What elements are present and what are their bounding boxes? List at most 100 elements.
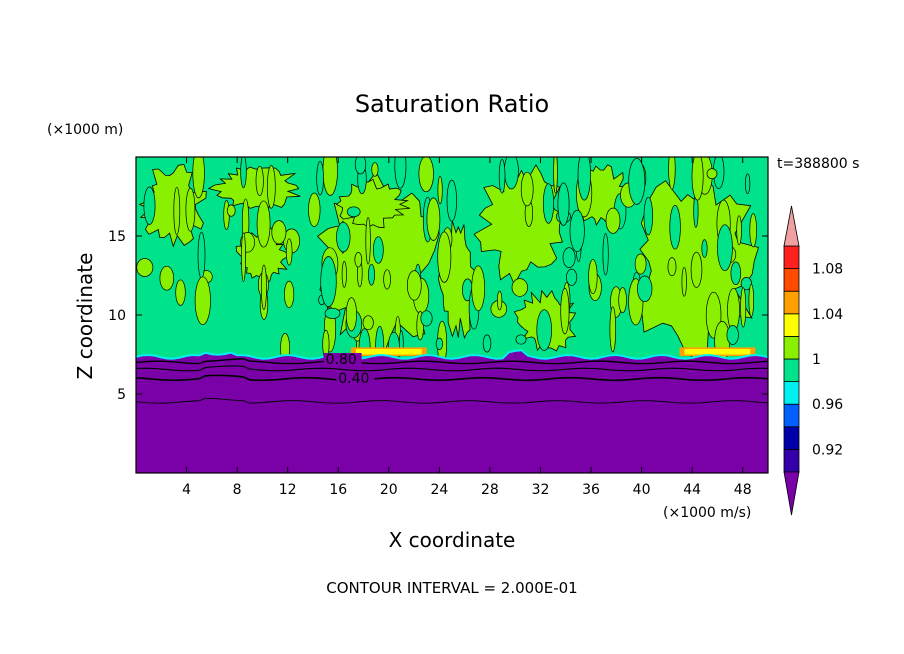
texture-blob xyxy=(498,159,506,194)
texture-blob xyxy=(560,288,570,335)
texture-blob xyxy=(667,257,677,277)
colorbar-tick-label: 0.92 xyxy=(812,442,843,458)
texture-blob xyxy=(643,196,653,236)
x-tick-label: 8 xyxy=(233,482,242,498)
x-tick-label: 20 xyxy=(380,482,398,498)
x-tick-label: 36 xyxy=(582,482,600,498)
texture-blob xyxy=(194,276,211,325)
field-layers: 0.80 0.40 xyxy=(136,157,768,473)
colorbar-bin xyxy=(783,268,800,292)
texture-blob xyxy=(284,280,295,309)
texture-blob xyxy=(241,232,246,282)
texture-blob xyxy=(394,157,407,189)
x-tick-label: 44 xyxy=(683,482,701,498)
texture-blob xyxy=(175,279,186,306)
contour-interval-note: CONTOUR INTERVAL = 2.000E-01 xyxy=(326,579,577,597)
colorbar-bin xyxy=(783,245,800,270)
texture-blob xyxy=(159,265,175,291)
y-axis-label: Z coordinate xyxy=(73,253,97,380)
texture-blob xyxy=(496,290,503,311)
texture-blob xyxy=(536,309,552,351)
texture-blob xyxy=(266,165,276,209)
texture-blob xyxy=(749,213,757,248)
colorbar-bin xyxy=(783,381,800,405)
texture-blob xyxy=(736,215,742,246)
texture-blob xyxy=(435,337,444,350)
texture-blob xyxy=(197,231,206,279)
texture-blob xyxy=(136,258,154,277)
texture-blob xyxy=(726,325,739,345)
texture-blob xyxy=(618,287,627,314)
x-tick-label: 40 xyxy=(633,482,651,498)
texture-blob xyxy=(609,306,617,353)
colorbar-tick-label: 1 xyxy=(812,352,821,368)
texture-blob xyxy=(634,253,647,275)
colorbar-tick-label: 1.08 xyxy=(812,262,843,278)
texture-blob xyxy=(504,157,519,190)
x-axis-label: X coordinate xyxy=(389,528,516,552)
colorbar-tick-label: 0.96 xyxy=(812,397,843,413)
x-tick-label: 12 xyxy=(279,482,297,498)
texture-blob xyxy=(605,207,621,234)
contour-label: 0.80 xyxy=(326,352,357,368)
texture-blob xyxy=(406,270,422,301)
texture-blob xyxy=(706,168,718,180)
texture-blob xyxy=(602,233,609,276)
texture-blob xyxy=(271,220,287,245)
x-tick-label: 4 xyxy=(182,482,191,498)
texture-blob xyxy=(383,269,391,290)
peak-core xyxy=(355,348,422,355)
texture-blob xyxy=(637,275,653,303)
texture-blob xyxy=(345,297,357,332)
x-tick-label: 32 xyxy=(532,482,550,498)
texture-blob xyxy=(437,231,452,283)
colorbar-upper-arrow xyxy=(783,205,800,247)
colorbar-bin xyxy=(783,290,800,315)
texture-blob xyxy=(588,259,598,295)
colorbar-bin xyxy=(783,426,800,450)
texture-blob xyxy=(511,278,528,297)
texture-blob xyxy=(143,186,156,225)
contour-line xyxy=(136,374,768,382)
contour-line xyxy=(136,358,768,365)
texture-blob xyxy=(690,251,703,288)
texture-blob xyxy=(553,157,558,194)
texture-blob xyxy=(354,252,363,268)
x-tick-label: 28 xyxy=(481,482,499,498)
texture-blob xyxy=(308,192,321,227)
contour-label-bg xyxy=(336,371,375,386)
texture-blob xyxy=(192,157,205,199)
colorbar: 0.92 0.96 1 1.04 1.08 xyxy=(783,205,843,516)
x-tick-label: 24 xyxy=(430,482,448,498)
y-unit-label: (×1000 m) xyxy=(47,122,123,138)
y-tick-label: 5 xyxy=(117,387,126,403)
contour-label-bg xyxy=(323,352,362,367)
x-tick-label: 48 xyxy=(734,482,752,498)
supersaturated-patch xyxy=(473,164,566,286)
texture-blob xyxy=(628,158,646,205)
colorbar-bin xyxy=(783,335,800,360)
texture-blob xyxy=(701,239,708,258)
texture-blob xyxy=(717,224,733,272)
texture-blob xyxy=(173,186,181,235)
texture-blob xyxy=(669,205,681,250)
texture-blob xyxy=(471,265,486,312)
texture-blob xyxy=(285,238,293,266)
x-tick-label: 16 xyxy=(329,482,347,498)
texture-blob xyxy=(420,310,433,327)
texture-blob xyxy=(341,261,347,288)
texture-blob xyxy=(748,283,755,317)
texture-blob xyxy=(562,247,576,268)
texture-blob xyxy=(740,277,753,291)
texture-blob xyxy=(320,256,337,308)
texture-blob xyxy=(368,263,375,286)
texture-blob xyxy=(542,183,555,224)
texture-blob xyxy=(727,287,740,332)
texture-blob xyxy=(372,236,384,264)
supersaturated-patch xyxy=(138,164,207,248)
texture-blob xyxy=(322,157,338,196)
cloud-base-edge xyxy=(136,349,768,360)
texture-blob xyxy=(256,200,271,248)
colorbar-bin xyxy=(783,313,800,337)
